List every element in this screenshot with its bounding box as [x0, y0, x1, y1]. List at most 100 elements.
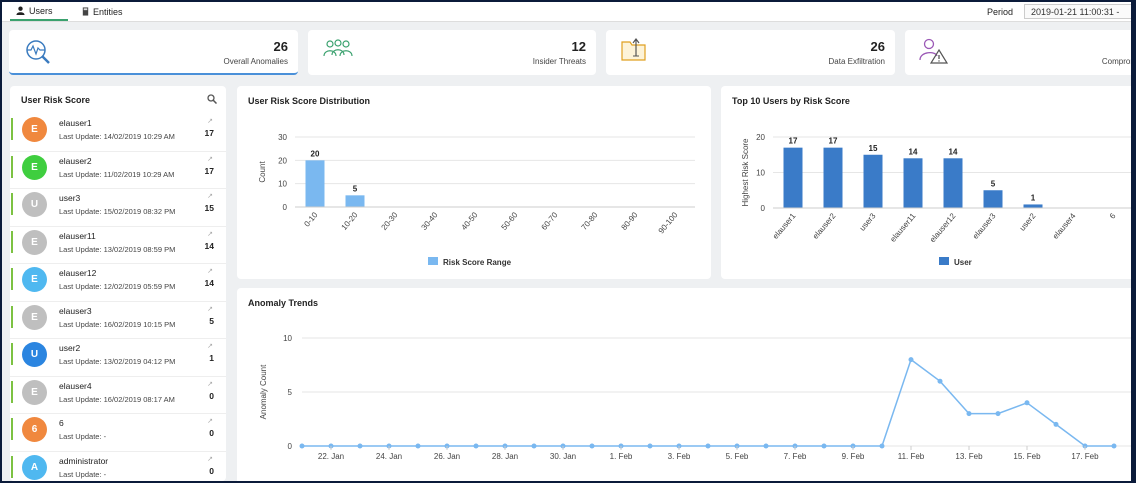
last-update: Last Update: 11/02/2019 10:29 AM — [59, 169, 175, 179]
user-name: elauser3 — [59, 305, 92, 316]
data-label: 14 — [949, 147, 958, 156]
avatar: 6 — [22, 417, 47, 442]
group-users-icon — [323, 39, 353, 57]
data-point[interactable] — [821, 443, 827, 449]
bar[interactable] — [783, 147, 803, 208]
x-tick-label: 17. Feb — [1071, 452, 1099, 461]
user-name: elauser12 — [59, 268, 97, 278]
risk-score: 14 — [204, 278, 214, 288]
last-update: Last Update: 16/02/2019 10:15 PM — [59, 319, 176, 329]
status-indicator — [11, 230, 13, 253]
y-tick-label: 10 — [756, 169, 765, 178]
x-tick-label: 5. Feb — [726, 452, 749, 461]
data-point[interactable] — [299, 443, 305, 449]
summary-card-overall-anomalies[interactable]: 26 Overall Anomalies — [9, 30, 298, 75]
user-name: administrator — [59, 455, 109, 466]
x-tick-label: 22. Jan — [318, 452, 344, 461]
anomaly-trends-title: Anomaly Trends — [248, 298, 319, 308]
search-icon[interactable] — [207, 94, 217, 104]
bar[interactable] — [863, 154, 883, 208]
data-point[interactable] — [937, 378, 943, 384]
x-tick-label: elauser3 — [971, 211, 998, 241]
summary-label: Insider Threats — [532, 57, 586, 66]
x-tick-label: 30. Jan — [550, 452, 576, 461]
summary-card-compromised[interactable]: Comprom — [905, 30, 1131, 75]
data-point[interactable] — [908, 357, 914, 363]
data-point[interactable] — [966, 411, 972, 417]
x-tick-label: 11. Feb — [898, 452, 925, 461]
risk-score: 0 — [209, 428, 214, 438]
data-point[interactable] — [705, 443, 711, 449]
x-tick-label: 9. Feb — [842, 452, 865, 461]
bar[interactable] — [823, 147, 843, 208]
data-point[interactable] — [879, 443, 885, 449]
status-indicator — [11, 455, 13, 478]
y-tick-label: 10 — [278, 180, 287, 189]
legend-label[interactable]: Risk Score Range — [443, 258, 512, 267]
y-tick-label: 5 — [288, 388, 293, 397]
tab-entities[interactable]: Entities — [82, 2, 123, 21]
data-point[interactable] — [1111, 443, 1117, 449]
risk-score: 17 — [204, 165, 214, 176]
legend-swatch[interactable] — [428, 257, 438, 265]
top-users-panel: Top 10 Users by Risk Score 0 10 20 Highest … — [721, 86, 1131, 279]
risk-distribution-panel: User Risk Score Distribution 0 10 20 30 Coun… — [237, 86, 711, 279]
data-point[interactable] — [589, 443, 595, 449]
data-point[interactable] — [473, 443, 479, 449]
anomaly-trends-panel: Anomaly Trends 0 5 10 Anomaly Count 22. Jan 2… — [237, 288, 1131, 481]
avatar: U — [22, 342, 47, 367]
last-update: Last Update: 16/02/2019 08:17 AM — [59, 394, 175, 404]
x-tick-label: elauser4 — [1051, 211, 1078, 241]
bar[interactable] — [943, 158, 963, 208]
period-selector[interactable]: 2019-01-21 11:00:31 - — [1024, 4, 1131, 19]
user-row[interactable]: 6 6 Last Update: - ↗ 0 — [10, 414, 226, 452]
summary-card-insider-threats[interactable]: 12 Insider Threats — [308, 30, 596, 75]
x-tick-label: 15. Feb — [1013, 452, 1041, 461]
x-tick-label: 1. Feb — [610, 452, 633, 461]
trend-icon: ↗ — [207, 268, 213, 275]
bar[interactable] — [345, 195, 365, 207]
user-name: elauser1 — [59, 118, 92, 128]
x-tick-label: user2 — [1018, 211, 1038, 233]
status-indicator — [11, 305, 13, 328]
data-point[interactable] — [647, 443, 653, 449]
legend-label[interactable]: User — [954, 258, 972, 267]
x-tick-label: 40-50 — [459, 210, 479, 232]
x-tick-label: elauser1 — [771, 211, 798, 241]
trend-icon: ↗ — [207, 455, 213, 463]
bar[interactable] — [305, 160, 325, 207]
data-point[interactable] — [1053, 421, 1059, 427]
risk-distribution-title: User Risk Score Distribution — [248, 96, 371, 106]
data-point[interactable] — [415, 443, 421, 449]
bar[interactable] — [983, 190, 1003, 208]
summary-value: 26 — [273, 39, 288, 54]
bar[interactable] — [1023, 204, 1043, 208]
tab-users[interactable]: Users — [10, 2, 68, 21]
last-update: Last Update: 13/02/2019 04:12 PM — [59, 357, 176, 366]
avatar: E — [22, 304, 47, 330]
anomaly-trends-chart: 0 5 10 Anomaly Count 22. Jan 24. Jan 26. Jan 28… — [259, 334, 1131, 461]
bar[interactable] — [903, 158, 923, 208]
tab-users-label: Users — [29, 5, 53, 16]
top-users-chart: 0 10 20 Highest Risk Score 17 elauser1 17 elaus… — [741, 133, 1131, 267]
legend-swatch[interactable] — [939, 257, 949, 265]
data-point[interactable] — [357, 443, 363, 449]
data-point[interactable] — [531, 443, 537, 449]
risk-distribution-chart: 0 10 20 30 Count 20 0-10 5 10-20 20-30 30-40 40-50 5… — [258, 133, 695, 267]
data-point[interactable] — [763, 443, 769, 449]
summary-card-data-exfiltration[interactable]: 26 Data Exfiltration — [606, 30, 895, 75]
data-point[interactable] — [1024, 400, 1030, 406]
tab-entities-label: Entities — [93, 6, 123, 17]
data-label: 5 — [991, 179, 996, 188]
data-point[interactable] — [995, 411, 1001, 417]
